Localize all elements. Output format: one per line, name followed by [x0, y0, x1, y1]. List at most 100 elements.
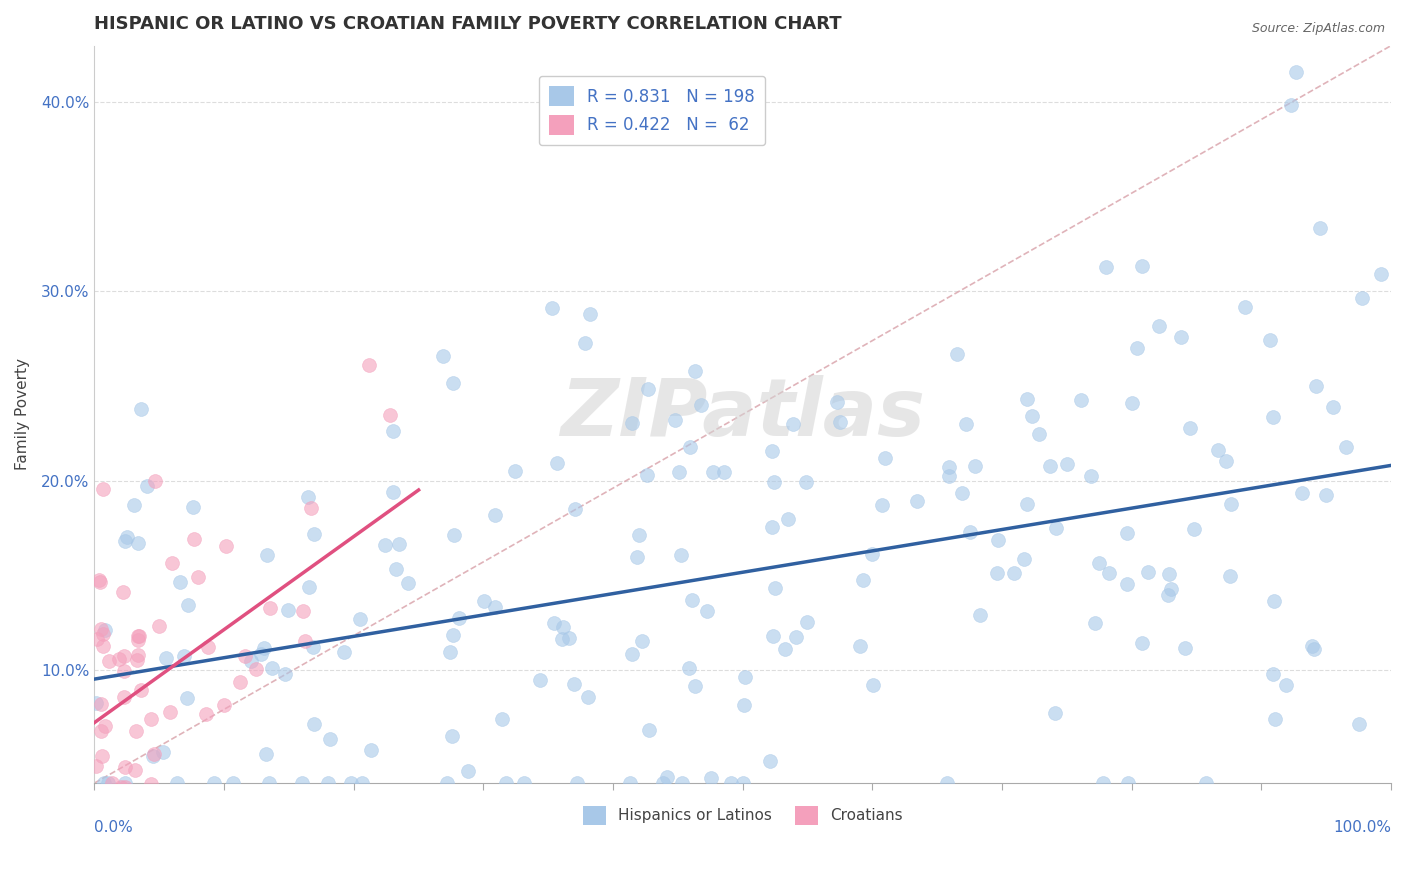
Point [553, 620, 575, 634]
Point [298, 580, 321, 594]
Point [681, 592, 703, 607]
Point [1206, 443, 1229, 458]
Point [183, 500, 205, 514]
Text: 0.0%: 0.0% [94, 820, 134, 835]
Point [114, 533, 136, 548]
Point [484, 600, 506, 615]
Point [637, 382, 659, 396]
Point [679, 440, 702, 454]
Point [350, 776, 373, 790]
Point [1309, 221, 1331, 235]
Point [127, 633, 149, 648]
Point [1291, 486, 1313, 500]
Point [84, 759, 107, 773]
Point [664, 412, 686, 426]
Point [484, 508, 506, 523]
Point [177, 598, 200, 612]
Point [229, 675, 252, 690]
Point [720, 776, 742, 790]
Point [1130, 259, 1153, 273]
Point [318, 731, 340, 746]
Point [935, 776, 957, 790]
Point [143, 747, 166, 761]
Point [349, 612, 371, 626]
Point [94, 793, 117, 807]
Point [950, 486, 973, 500]
Point [546, 456, 568, 470]
Point [1014, 551, 1036, 566]
Point [541, 301, 564, 316]
Legend: Hispanics or Latinos, Croatians: Hispanics or Latinos, Croatians [576, 800, 908, 830]
Point [1233, 300, 1256, 314]
Point [621, 416, 644, 430]
Point [1147, 318, 1170, 333]
Point [90, 623, 112, 637]
Point [1219, 569, 1241, 583]
Point [183, 532, 205, 546]
Point [129, 814, 152, 828]
Point [1017, 497, 1039, 511]
Point [260, 661, 283, 675]
Point [495, 776, 517, 790]
Point [449, 611, 471, 625]
Point [628, 528, 651, 542]
Point [669, 548, 692, 562]
Point [239, 654, 262, 668]
Point [125, 723, 148, 738]
Point [678, 661, 700, 675]
Point [166, 776, 188, 790]
Point [734, 670, 756, 684]
Point [574, 336, 596, 351]
Point [567, 776, 589, 790]
Point [136, 479, 159, 493]
Y-axis label: Family Poverty: Family Poverty [15, 359, 30, 470]
Point [97, 776, 120, 790]
Point [129, 401, 152, 416]
Point [1039, 458, 1062, 473]
Point [825, 395, 848, 409]
Point [259, 600, 281, 615]
Point [1170, 330, 1192, 344]
Point [122, 498, 145, 512]
Point [638, 723, 661, 738]
Point [141, 712, 163, 726]
Point [1180, 421, 1202, 435]
Point [1315, 488, 1337, 502]
Point [651, 776, 673, 790]
Point [1220, 498, 1243, 512]
Point [89, 573, 111, 587]
Point [112, 664, 135, 678]
Point [1116, 525, 1139, 540]
Point [690, 398, 713, 412]
Point [257, 776, 280, 790]
Point [1045, 706, 1067, 720]
Point [333, 645, 356, 659]
Point [1021, 409, 1043, 423]
Point [173, 648, 195, 663]
Point [294, 634, 316, 648]
Point [169, 574, 191, 589]
Point [167, 808, 190, 822]
Point [1092, 776, 1115, 790]
Point [89, 697, 111, 711]
Point [702, 466, 724, 480]
Point [1084, 616, 1107, 631]
Point [103, 814, 125, 828]
Point [138, 814, 160, 828]
Point [443, 527, 465, 541]
Point [108, 652, 131, 666]
Point [187, 570, 209, 584]
Point [1347, 716, 1369, 731]
Point [1069, 393, 1091, 408]
Point [160, 557, 183, 571]
Point [1334, 441, 1357, 455]
Point [91, 639, 114, 653]
Point [114, 760, 136, 774]
Point [128, 629, 150, 643]
Point [299, 500, 322, 515]
Point [98, 654, 121, 668]
Point [1194, 776, 1216, 790]
Point [873, 450, 896, 465]
Point [683, 364, 706, 378]
Point [796, 615, 818, 629]
